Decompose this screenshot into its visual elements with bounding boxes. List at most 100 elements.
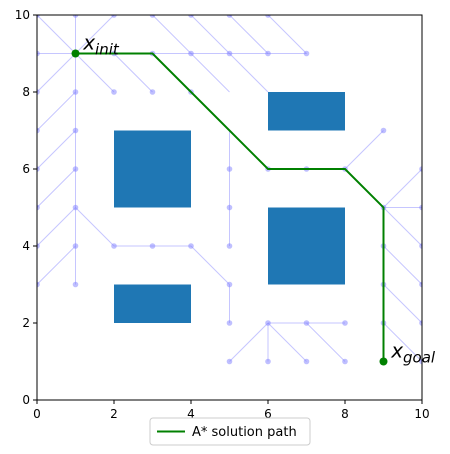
tree-edge (113, 53, 153, 93)
legend: A* solution path (149, 417, 311, 446)
tree-node (72, 204, 79, 211)
tree-node (265, 358, 271, 365)
tree-edge (229, 53, 269, 93)
tree-node (265, 50, 271, 57)
tree-node (226, 50, 233, 57)
tree-node (72, 15, 79, 18)
tree-node (419, 243, 422, 249)
tree-edge (37, 245, 76, 285)
x-tick-label: 10 (414, 407, 429, 421)
tree-node (226, 281, 233, 288)
tree-node (37, 281, 40, 288)
tree-node (37, 89, 40, 95)
tree-edge (37, 207, 76, 247)
tree-edge (383, 284, 422, 324)
tree-node (188, 50, 194, 57)
tree-edge (267, 15, 307, 54)
obstacle-3 (268, 207, 345, 285)
legend-label-path: A* solution path (192, 425, 297, 440)
tree-node (188, 15, 194, 18)
tree-edge (383, 168, 422, 208)
obstacle-2 (268, 92, 345, 131)
tree-edge (267, 322, 307, 362)
tree-edge (190, 15, 230, 54)
tree-node (111, 15, 117, 18)
x-tick-label: 0 (33, 407, 41, 421)
tree-node (37, 204, 40, 211)
tree-node (265, 15, 271, 18)
start-point (71, 49, 80, 58)
x-tick-label: 2 (110, 407, 118, 421)
tree-node (226, 358, 233, 365)
y-tick-label: 2 (22, 316, 30, 330)
tree-node (419, 281, 422, 288)
tree-edge (37, 91, 76, 131)
tree-node (342, 358, 348, 365)
axes-frame (36, 14, 423, 401)
tree-node (149, 89, 156, 95)
y-tick-label: 10 (15, 8, 30, 22)
tree-node (419, 358, 422, 365)
tree-node (72, 89, 79, 95)
tree-edge (190, 245, 230, 285)
tree-node (149, 15, 156, 18)
tree-node (188, 243, 194, 249)
tree-node (111, 89, 117, 95)
tree-node (72, 166, 79, 172)
tree-edge (383, 207, 422, 247)
tree-edge (383, 245, 422, 285)
tree-node (72, 281, 79, 288)
tree-edge (152, 15, 192, 54)
tree-edge (37, 130, 76, 170)
tree-edge (37, 168, 76, 208)
x-tick-label: 6 (264, 407, 272, 421)
tree-edge (75, 15, 115, 54)
tree-node (419, 166, 422, 172)
tree-node (226, 204, 233, 211)
tree-node (303, 320, 310, 326)
obstacle-0 (114, 130, 191, 208)
tree-node (265, 320, 271, 326)
tree-edge (344, 130, 384, 170)
tree-node (37, 15, 40, 18)
y-axis: 0 2 4 6 8 10 (15, 8, 37, 407)
tree-node (226, 15, 233, 18)
tree-node (37, 243, 40, 249)
tree-edge (229, 15, 269, 54)
obstacles (114, 92, 345, 323)
path-layer (71, 49, 388, 366)
tree-edge (37, 53, 76, 93)
y-tick-label: 4 (22, 239, 30, 253)
tree-node (72, 243, 79, 249)
tree-edge (75, 53, 115, 93)
tree-node (419, 204, 422, 211)
tree-node (342, 320, 348, 326)
tree-node (149, 243, 156, 249)
tree-node (111, 243, 117, 249)
tree-node (37, 50, 40, 57)
tree-node (226, 243, 233, 249)
tree-node (226, 166, 233, 172)
y-tick-label: 0 (22, 393, 30, 407)
x-tick-label: 8 (341, 407, 349, 421)
tree-node (303, 358, 310, 365)
tree-node (37, 127, 40, 134)
tree-edge (306, 322, 346, 362)
y-tick-label: 8 (22, 85, 30, 99)
tree-node (226, 320, 233, 326)
tree-edge (190, 53, 230, 93)
goal-point (379, 357, 388, 366)
tree-node (37, 166, 40, 172)
x-tick-label: 4 (187, 407, 195, 421)
series-path-line (75, 52, 385, 362)
tree-node (380, 127, 387, 134)
tree-node (419, 320, 422, 326)
legend-box (149, 417, 311, 446)
tree-node (303, 50, 310, 57)
x-axis: 0 2 4 6 8 10 (33, 400, 430, 421)
y-tick-label: 6 (22, 162, 30, 176)
tree-node (72, 127, 79, 134)
tree-edge (383, 322, 422, 362)
